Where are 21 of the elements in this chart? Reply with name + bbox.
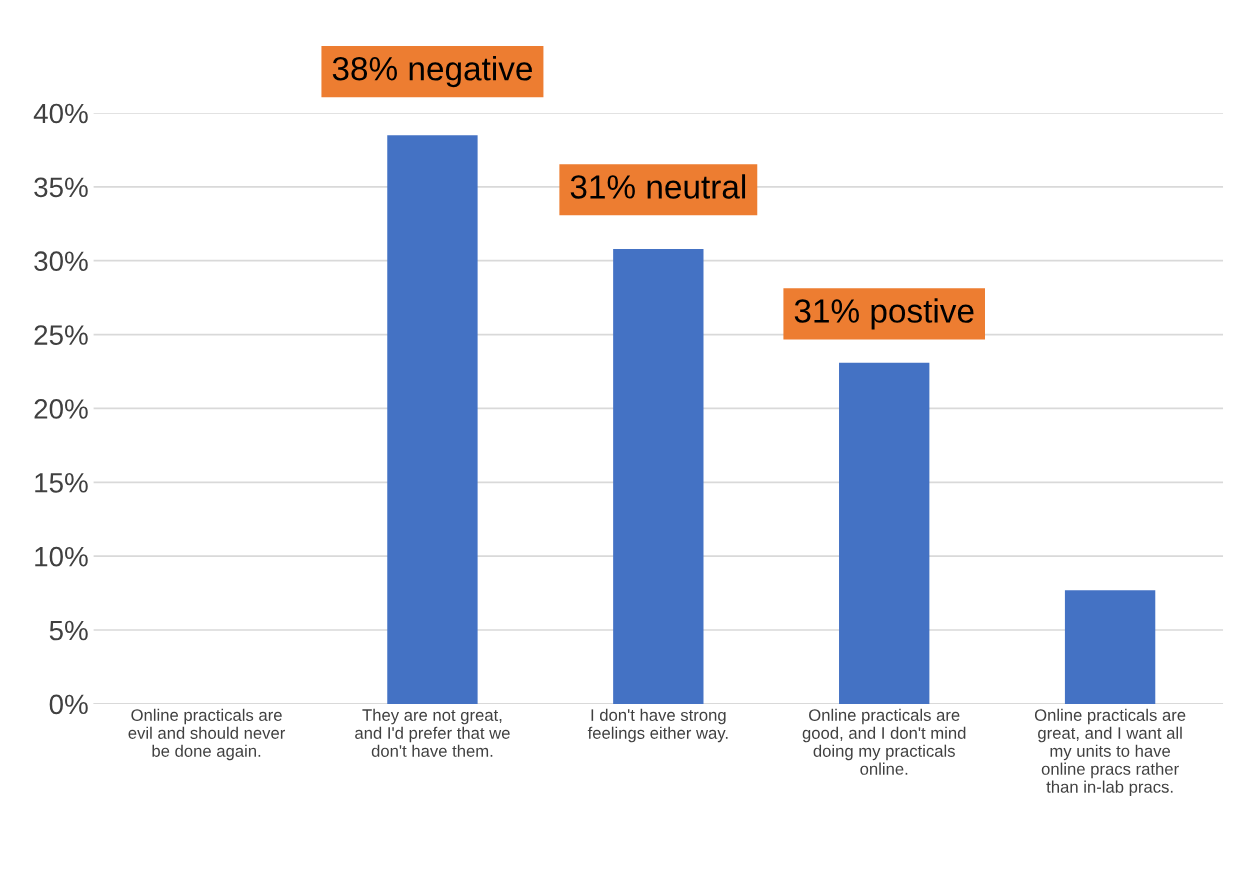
x-tick-label: Online practicals are evil and should never be done again.	[128, 708, 286, 761]
y-tick-label: 20%	[34, 399, 88, 419]
text: 38% negative	[332, 56, 532, 88]
y-tick-label: 10%	[35, 546, 88, 567]
y-tick-label: 40%	[33, 103, 88, 124]
x-tick-label: Online practicals are good, and I don't mind doing my practicals online.	[802, 708, 966, 775]
y-tick-label: 0%	[49, 694, 88, 715]
bar	[1064, 590, 1156, 704]
y-tick-label: 30%	[34, 251, 88, 272]
bar	[387, 135, 478, 704]
annotation: 31% postive	[794, 298, 974, 330]
x-tick-label: I don't have strong feelings either way.	[587, 708, 728, 743]
y-tick-label: 35%	[34, 177, 88, 198]
y-tick-label: 25%	[34, 325, 88, 345]
bar	[839, 362, 930, 704]
x-tick-label: They are not great, and I'd prefer that we don't have them.	[355, 708, 510, 757]
bar	[613, 248, 704, 704]
y-tick-label: 15%	[35, 473, 88, 493]
y-tick-label: 5%	[49, 620, 88, 641]
x-tick-label: Online practicals are great, and I want all my units to have online pracs rather than in-lab pracs.	[1034, 708, 1186, 797]
annotation: 31% neutral	[570, 174, 746, 199]
